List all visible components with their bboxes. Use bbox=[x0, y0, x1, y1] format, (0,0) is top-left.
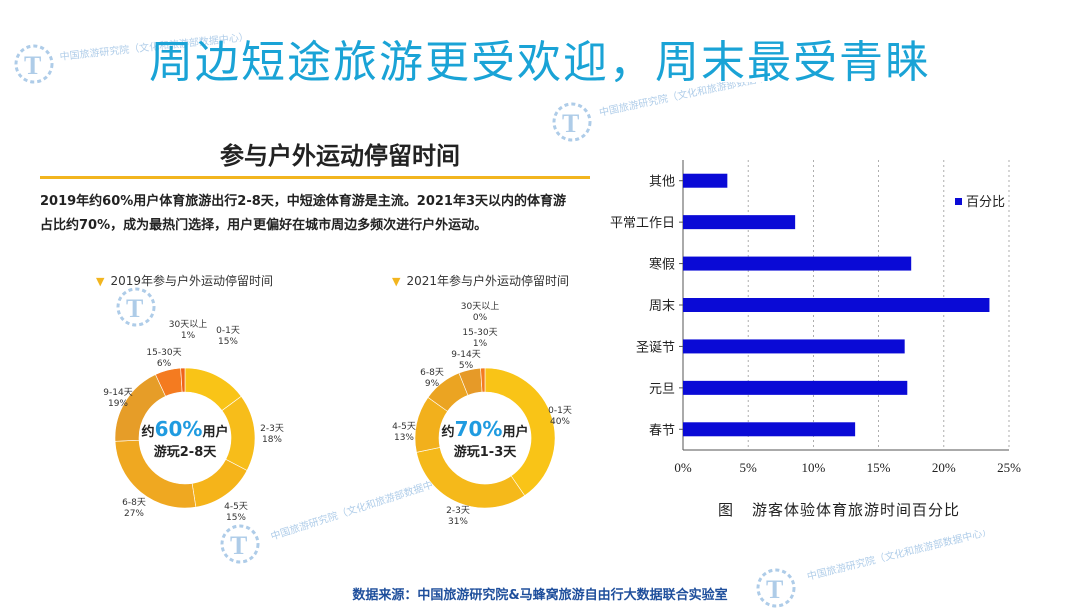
category-label: 其他 bbox=[649, 175, 675, 190]
donut-2021-chart: 0-1天 40% 2-3天 31% 4-5天 13% 6-8天 9% 9-14天 5% 15-30天… bbox=[360, 295, 610, 529]
slice-value-label: 18% bbox=[262, 435, 282, 445]
x-tick-label: 10% bbox=[801, 460, 825, 475]
donut-slice bbox=[180, 367, 186, 393]
bar bbox=[683, 256, 912, 271]
bar bbox=[683, 339, 905, 354]
slice-label: 30天以上 bbox=[169, 319, 207, 330]
category-label: 圣诞节 bbox=[636, 340, 675, 355]
slice-label: 0-1天 bbox=[216, 326, 240, 336]
bar bbox=[683, 173, 728, 188]
category-label: 元旦 bbox=[649, 382, 675, 397]
donut-2019-chart: 0-1天 15% 2-3天 18% 4-5天 15% 6-8天 27% 9-14天 19% 15-3… bbox=[60, 295, 310, 529]
svg-text:T: T bbox=[562, 109, 579, 138]
category-label: 春节 bbox=[649, 423, 675, 438]
slice-label: 4-5天 bbox=[392, 422, 416, 432]
x-tick-label: 20% bbox=[932, 460, 956, 475]
donut-slice bbox=[484, 367, 556, 497]
donut-slice bbox=[480, 367, 486, 393]
donut-center-subline: 游玩2-8天 bbox=[154, 444, 217, 460]
description-line: 占比约70%，成为最热门选择，用户更偏好在城市周边多频次进行户外运动。 bbox=[40, 218, 488, 233]
slice-value-label: 1% bbox=[473, 339, 488, 349]
svg-text:中国旅游研究院（文化和旅游部数据中心）: 中国旅游研究院（文化和旅游部数据中心） bbox=[806, 530, 994, 583]
bar bbox=[683, 215, 796, 230]
category-label: 寒假 bbox=[649, 257, 675, 273]
slice-label: 0-1天 bbox=[548, 406, 572, 416]
category-label: 平常工作日 bbox=[610, 216, 675, 231]
donut-2021-title: ▼ 2021年参与户外运动停留时间 bbox=[392, 274, 570, 288]
slice-value-label: 0% bbox=[473, 313, 488, 323]
x-tick-label: 5% bbox=[740, 460, 758, 475]
x-tick-label: 15% bbox=[867, 460, 891, 475]
slice-label: 15-30天 bbox=[146, 348, 181, 358]
donut-center-headline: 约70%用户 bbox=[442, 417, 529, 441]
bar bbox=[683, 422, 856, 437]
slice-value-label: 40% bbox=[550, 417, 570, 427]
donut-hole bbox=[440, 393, 530, 483]
title-divider bbox=[40, 176, 590, 179]
slice-label: 30天以上 bbox=[461, 301, 499, 312]
triangle-bullet-icon: ▼ bbox=[392, 275, 401, 288]
bar-chart-caption: 图游客体验体育旅游时间百分比 bbox=[718, 501, 961, 519]
donut-center-headline: 约60%用户 bbox=[142, 417, 229, 441]
slice-label: 9-14天 bbox=[451, 350, 480, 360]
slice-label: 6-8天 bbox=[420, 368, 444, 378]
slice-value-label: 27% bbox=[124, 509, 144, 519]
slice-label: 2-3天 bbox=[260, 424, 284, 434]
donut-hole bbox=[140, 393, 230, 483]
slide-title: 周边短途旅游更受欢迎，周末最受青睐 bbox=[149, 37, 931, 88]
donut-2019-title: ▼ 2019年参与户外运动停留时间 bbox=[96, 274, 274, 288]
bar-chart: 0% 5% 10% 15% 20% 25% 其他平常工作日寒假周末圣诞节元旦春节 百分比 bbox=[605, 160, 1045, 530]
slice-value-label: 5% bbox=[459, 361, 474, 371]
slice-label: 9-14天 bbox=[103, 388, 132, 398]
slice-value-label: 15% bbox=[218, 337, 238, 347]
data-source: 数据来源：中国旅游研究院&马蜂窝旅游自由行大数据联合实验室 bbox=[352, 588, 728, 603]
category-label: 周末 bbox=[649, 299, 675, 314]
slice-label: 4-5天 bbox=[224, 502, 248, 512]
slice-label: 6-8天 bbox=[122, 498, 146, 508]
legend-label: 百分比 bbox=[966, 195, 1005, 210]
slice-value-label: 31% bbox=[448, 517, 468, 525]
slice-label: 15-30天 bbox=[462, 328, 497, 338]
x-tick-label: 25% bbox=[997, 460, 1021, 475]
donut-center-subline: 游玩1-3天 bbox=[454, 444, 517, 460]
slice-label: 2-3天 bbox=[446, 506, 470, 516]
section-title: 参与户外运动停留时间 bbox=[220, 142, 460, 170]
section-description: 2019年约60%用户体育旅游出行2-8天，中短途体育游是主流。2021年3天以… bbox=[40, 190, 600, 238]
triangle-bullet-icon: ▼ bbox=[96, 275, 105, 288]
watermark: T 中国旅游研究院（文化和旅游部数据中心） bbox=[548, 82, 828, 152]
bar bbox=[683, 380, 908, 395]
slice-value-label: 15% bbox=[226, 513, 246, 523]
bar bbox=[683, 298, 990, 312]
x-tick-label: 0% bbox=[674, 460, 692, 475]
slice-value-label: 6% bbox=[157, 359, 172, 369]
slice-value-label: 9% bbox=[425, 379, 440, 389]
donut-2019-svg: 0-1天15%2-3天18%4-5天15%6-8天27%9-14天19%15-3… bbox=[103, 319, 284, 523]
description-line: 2019年约60%用户体育旅游出行2-8天，中短途体育游是主流。2021年3天以… bbox=[40, 194, 567, 209]
slice-value-label: 19% bbox=[108, 399, 128, 409]
svg-text:T: T bbox=[230, 531, 247, 560]
legend-swatch bbox=[955, 198, 962, 205]
slice-value-label: 13% bbox=[394, 433, 414, 443]
slice-value-label: 1% bbox=[181, 331, 196, 341]
